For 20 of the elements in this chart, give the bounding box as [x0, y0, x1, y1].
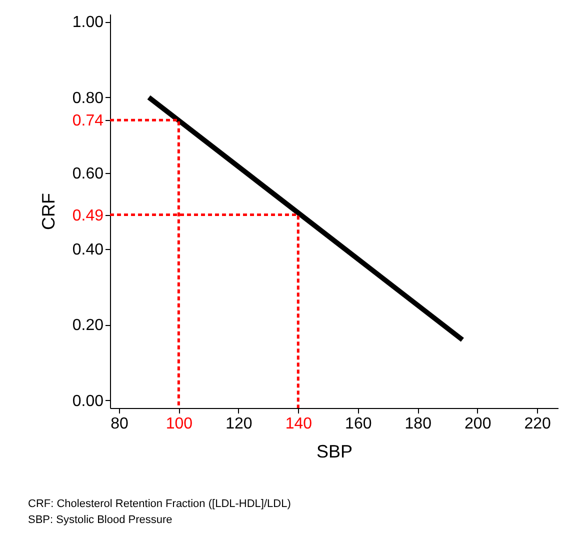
y-tick-label: 0.40: [72, 241, 104, 258]
x-tick-label: 180: [404, 416, 432, 432]
text: CRF: Cholesterol Retention Fraction ([LDL-HDL]/LDL): [28, 497, 291, 512]
x-tick-label: 200: [464, 416, 492, 432]
x-tick-label: 120: [226, 416, 252, 432]
x-axis-title: SBP: [316, 442, 353, 462]
y-tick-label: 0.49: [72, 207, 104, 224]
x-tick-label: 100: [166, 416, 193, 432]
x-tick-label: 220: [524, 416, 552, 432]
text: SBP: Systolic Blood Pressure: [28, 513, 174, 528]
x-tick-label: 140: [285, 416, 312, 432]
x-tick-label: 160: [345, 416, 372, 432]
y-tick-label: 1.00: [72, 14, 104, 32]
x-tick-label: 80: [110, 416, 128, 432]
y-tick-label: 0.00: [72, 392, 104, 410]
y-tick-label: 0.74: [72, 112, 104, 130]
y-tick-label: 0.60: [72, 166, 104, 183]
y-axis-title: CRF: [38, 193, 58, 230]
y-tick-label: 0.20: [72, 317, 104, 334]
y-tick-label: 0.80: [72, 90, 104, 107]
